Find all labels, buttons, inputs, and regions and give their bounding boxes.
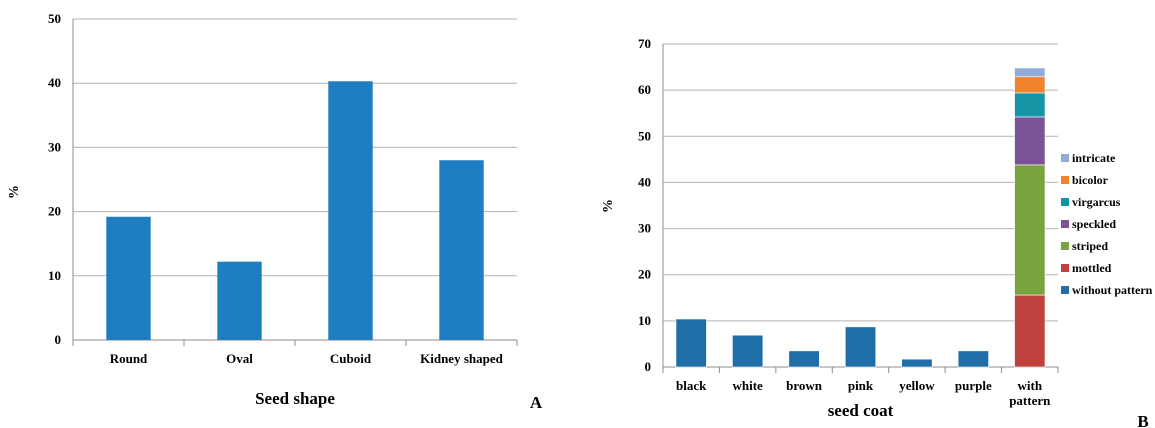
a-bar xyxy=(439,160,484,340)
b-y-tick-labels: 0 10 20 30 40 50 60 70 xyxy=(638,36,651,374)
b-legend-swatch xyxy=(1061,286,1069,294)
b-bar-without-pattern xyxy=(844,326,877,368)
b-y-tick-label: 40 xyxy=(638,174,651,189)
b-y-tick-label: 70 xyxy=(638,36,651,51)
b-bar-speckled xyxy=(1014,116,1046,166)
b-bar-intricate xyxy=(1014,67,1046,78)
b-bar-without-pattern xyxy=(957,350,989,368)
a-bars xyxy=(106,81,484,341)
a-bar xyxy=(328,81,373,341)
b-bar-mottled xyxy=(1014,294,1046,368)
a-y-tick-label: 20 xyxy=(48,204,61,219)
b-y-axis-label: % xyxy=(601,199,616,213)
a-x-tick-label: Round xyxy=(110,351,148,366)
chart-a: 0 10 20 30 40 50 Round Oval Cuboid Kidney shaped… xyxy=(7,11,543,412)
b-y-tick-label: 0 xyxy=(645,359,652,374)
b-bar-without-pattern xyxy=(675,318,707,368)
b-bar-without-pattern xyxy=(788,350,820,368)
b-y-tick-label: 60 xyxy=(638,82,651,97)
b-x-tick-label: brown xyxy=(786,378,823,393)
b-legend-swatch xyxy=(1061,176,1069,184)
b-gridlines xyxy=(663,43,1058,322)
a-y-tick-label: 30 xyxy=(48,139,61,154)
a-y-tick-label: 50 xyxy=(48,11,61,26)
chart-b: 0 10 20 30 40 50 60 70 black white brown pink yello… xyxy=(601,36,1153,428)
b-legend-swatch xyxy=(1061,154,1069,162)
b-bars xyxy=(675,67,1046,368)
a-y-tick-label: 0 xyxy=(55,332,62,347)
b-legend-label: mottled xyxy=(1072,261,1112,275)
b-bar-bicolor xyxy=(1014,76,1046,94)
a-y-tick-label: 10 xyxy=(48,268,61,283)
b-legend-label: bicolor xyxy=(1072,173,1109,187)
b-legend-label: striped xyxy=(1072,239,1108,253)
b-legend-label: intricate xyxy=(1072,151,1116,165)
b-bar-without-pattern xyxy=(732,334,764,368)
b-bar-virgarcus xyxy=(1014,92,1046,118)
b-legend: intricate bicolor virgarcus speckled striped… xyxy=(1061,151,1153,297)
b-x-tick-label: pink xyxy=(848,378,874,393)
a-panel-label: A xyxy=(530,393,543,412)
b-x-tick-labels: black white brown pink yellow purple withpatte… xyxy=(676,378,1051,408)
b-axes xyxy=(662,44,1059,373)
b-legend-swatch xyxy=(1061,220,1069,228)
b-y-tick-label: 20 xyxy=(638,267,651,282)
a-y-tick-labels: 0 10 20 30 40 50 xyxy=(48,11,61,347)
b-y-tick-label: 30 xyxy=(638,221,651,236)
a-x-axis-label: Seed shape xyxy=(255,389,335,408)
b-x-tick-label: white xyxy=(732,378,763,393)
b-bar-striped xyxy=(1014,164,1046,296)
b-x-tick-label: purple xyxy=(955,378,992,393)
b-x-axis-label: seed coat xyxy=(828,401,894,420)
b-y-tick-label: 50 xyxy=(638,128,651,143)
a-bar xyxy=(217,261,262,340)
b-legend-label: speckled xyxy=(1072,217,1116,231)
b-bar-without-pattern xyxy=(901,358,933,368)
b-legend-swatch xyxy=(1061,198,1069,206)
b-legend-swatch xyxy=(1061,264,1069,272)
a-x-tick-label: Kidney shaped xyxy=(420,351,503,366)
a-y-tick-label: 40 xyxy=(48,75,61,90)
b-legend-swatch xyxy=(1061,242,1069,250)
a-bar xyxy=(106,216,151,340)
a-x-tick-label: Oval xyxy=(226,351,253,366)
a-x-tick-label: Cuboid xyxy=(330,351,372,366)
b-x-tick-label: yellow xyxy=(899,378,935,393)
b-legend-label: without pattern xyxy=(1072,283,1153,297)
b-y-tick-label: 10 xyxy=(638,313,651,328)
b-legend-label: virgarcus xyxy=(1072,195,1121,209)
b-x-tick-label: with xyxy=(1018,378,1043,393)
a-y-axis-label: % xyxy=(7,185,22,199)
a-x-tick-labels: Round Oval Cuboid Kidney shaped xyxy=(110,351,504,366)
b-x-tick-label: pattern xyxy=(1009,393,1051,408)
b-panel-label: B xyxy=(1137,412,1148,428)
b-x-tick-label: black xyxy=(676,378,707,393)
